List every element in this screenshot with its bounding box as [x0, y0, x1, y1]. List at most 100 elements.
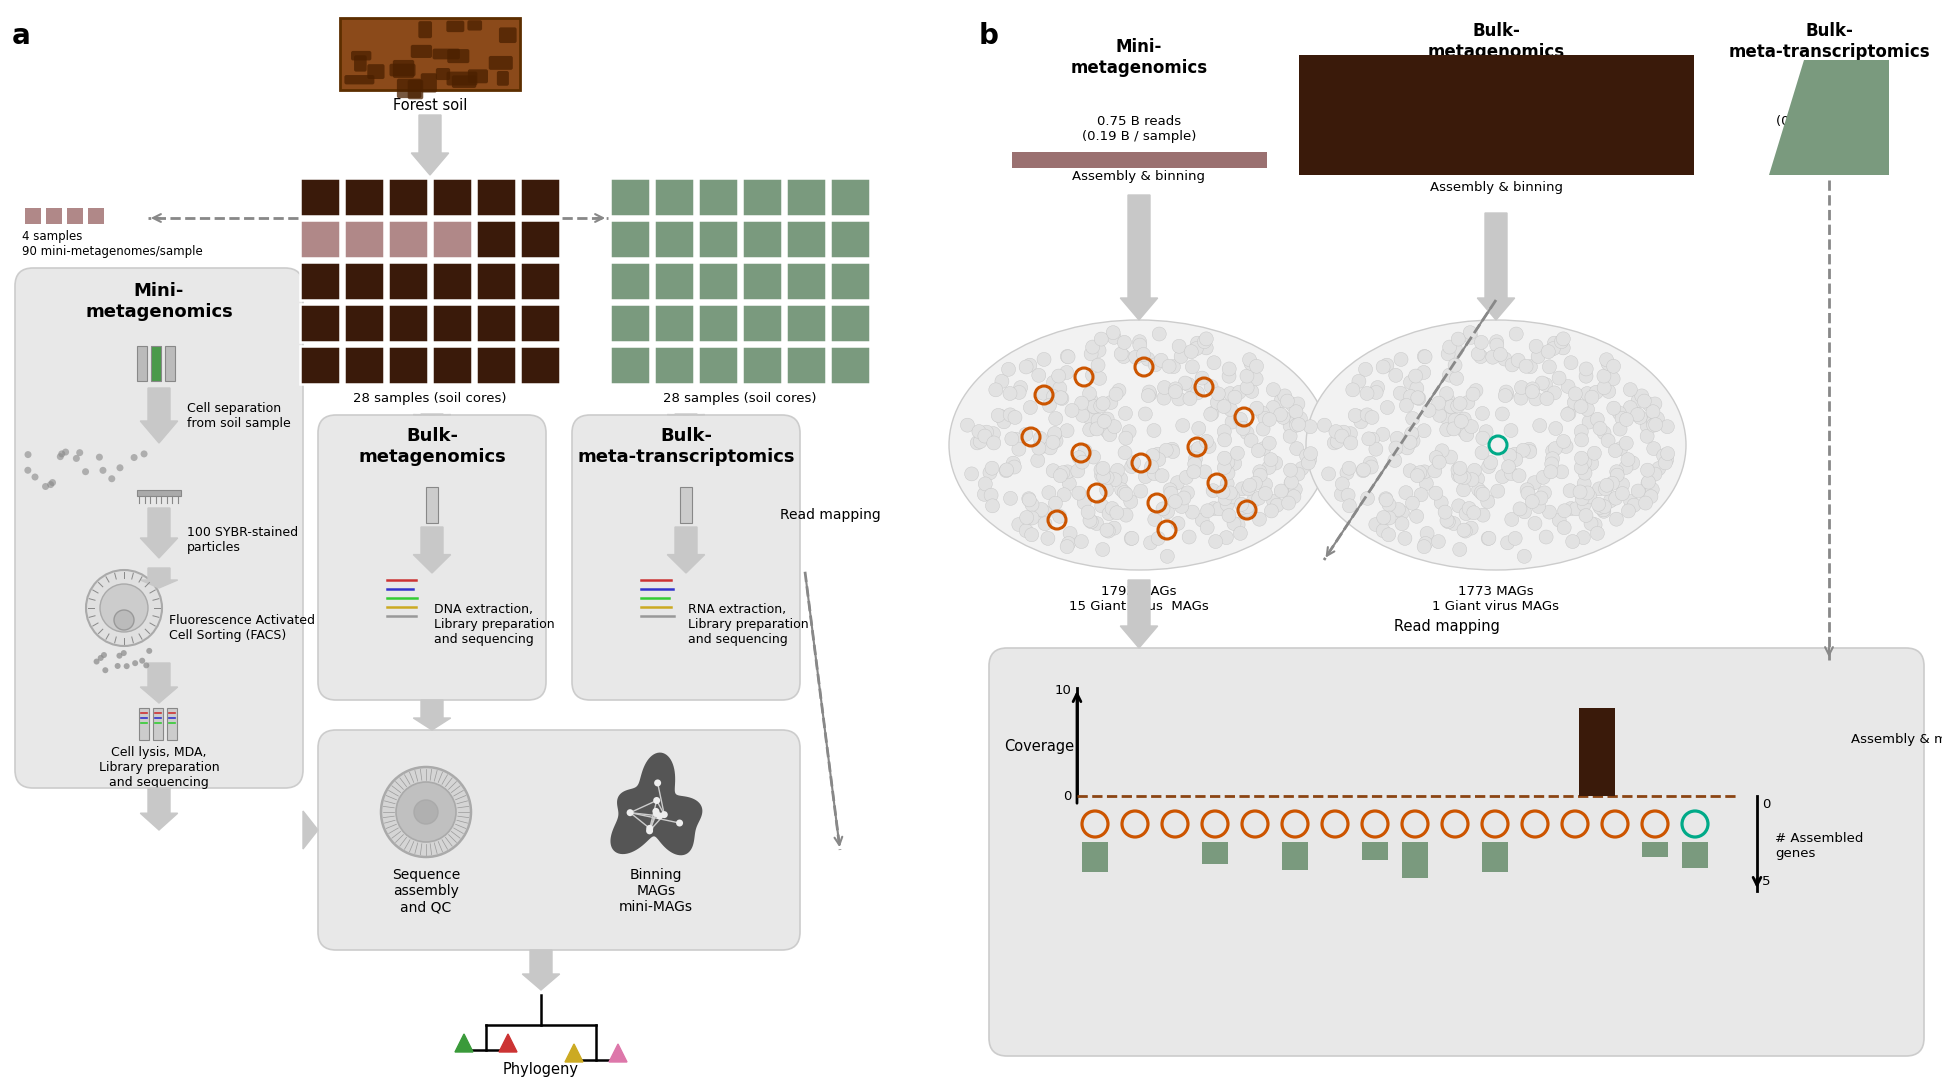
Circle shape: [1004, 408, 1018, 422]
Bar: [47, 208, 62, 224]
Circle shape: [1556, 341, 1571, 355]
Circle shape: [1078, 444, 1091, 458]
Circle shape: [1109, 505, 1124, 519]
Circle shape: [1585, 516, 1598, 530]
Circle shape: [1142, 389, 1155, 403]
Bar: [344, 303, 385, 342]
Circle shape: [1049, 434, 1062, 448]
Circle shape: [1532, 419, 1546, 432]
Circle shape: [1381, 528, 1396, 542]
Circle shape: [1649, 418, 1662, 432]
Circle shape: [994, 409, 1008, 423]
FancyArrow shape: [140, 663, 179, 703]
Circle shape: [1538, 378, 1552, 392]
Circle shape: [1406, 496, 1420, 510]
Circle shape: [1466, 387, 1480, 401]
Bar: [787, 346, 825, 384]
Circle shape: [1175, 419, 1190, 432]
FancyBboxPatch shape: [344, 75, 375, 84]
Circle shape: [1542, 360, 1556, 374]
Circle shape: [1095, 461, 1111, 475]
Circle shape: [1361, 432, 1375, 446]
Circle shape: [1435, 444, 1449, 458]
Circle shape: [1291, 418, 1305, 432]
Circle shape: [1497, 352, 1513, 366]
Circle shape: [1354, 415, 1367, 429]
Circle shape: [144, 662, 150, 669]
Circle shape: [1047, 376, 1060, 390]
Circle shape: [1204, 406, 1220, 420]
Circle shape: [1227, 516, 1241, 530]
Circle shape: [1369, 517, 1383, 531]
Circle shape: [1453, 542, 1466, 556]
Circle shape: [1519, 360, 1532, 374]
Circle shape: [1020, 360, 1033, 374]
Bar: [431, 178, 472, 216]
Circle shape: [1534, 491, 1548, 505]
Bar: [1082, 842, 1109, 872]
Circle shape: [1282, 496, 1295, 510]
FancyArrow shape: [140, 388, 179, 443]
Bar: [153, 708, 163, 740]
Circle shape: [1060, 540, 1074, 554]
Bar: [697, 178, 738, 216]
Circle shape: [1647, 418, 1660, 432]
Bar: [138, 346, 148, 381]
Text: b: b: [979, 22, 998, 50]
Circle shape: [1610, 464, 1624, 478]
Circle shape: [1546, 341, 1559, 355]
Circle shape: [1099, 471, 1115, 485]
Circle shape: [1631, 484, 1645, 498]
Circle shape: [1420, 526, 1433, 540]
Circle shape: [1288, 489, 1301, 503]
Circle shape: [1410, 381, 1423, 395]
Circle shape: [988, 382, 1002, 396]
Circle shape: [1462, 501, 1476, 515]
Circle shape: [1220, 476, 1235, 490]
Bar: [697, 346, 738, 384]
Circle shape: [1658, 456, 1672, 470]
Circle shape: [1171, 516, 1185, 530]
Circle shape: [1074, 535, 1088, 549]
Circle shape: [1375, 428, 1390, 442]
Circle shape: [1346, 382, 1359, 396]
Circle shape: [1103, 395, 1119, 409]
Circle shape: [1200, 332, 1214, 346]
Bar: [1402, 842, 1427, 878]
Circle shape: [965, 467, 979, 481]
Circle shape: [1148, 423, 1161, 437]
Circle shape: [1189, 341, 1204, 355]
Circle shape: [1647, 442, 1660, 456]
Circle shape: [1198, 464, 1212, 478]
Circle shape: [1231, 517, 1245, 531]
Circle shape: [1620, 413, 1633, 427]
Circle shape: [1317, 418, 1332, 432]
Text: Bulk-
metagenomics: Bulk- metagenomics: [357, 427, 505, 465]
Circle shape: [1078, 496, 1091, 510]
Circle shape: [396, 782, 456, 842]
Circle shape: [1140, 352, 1155, 366]
Circle shape: [1291, 397, 1305, 411]
Circle shape: [1284, 475, 1299, 489]
Circle shape: [1394, 505, 1410, 519]
Circle shape: [1651, 411, 1664, 426]
Circle shape: [1262, 436, 1276, 450]
Circle shape: [1536, 376, 1550, 390]
Circle shape: [1233, 526, 1247, 540]
Circle shape: [1053, 369, 1066, 383]
Text: Cell separation
from soil sample: Cell separation from soil sample: [186, 402, 291, 430]
Bar: [787, 262, 825, 300]
Circle shape: [1060, 464, 1074, 478]
Bar: [1643, 842, 1668, 858]
Circle shape: [1596, 369, 1612, 383]
Circle shape: [1222, 495, 1235, 509]
Bar: [520, 303, 559, 342]
Circle shape: [1091, 414, 1105, 428]
Circle shape: [1443, 340, 1456, 354]
Circle shape: [1641, 476, 1655, 490]
Text: Binning
MAGs
mini-MAGs: Binning MAGs mini-MAGs: [619, 868, 693, 915]
Circle shape: [1107, 326, 1121, 340]
Circle shape: [1076, 408, 1089, 422]
Circle shape: [1342, 461, 1356, 475]
Circle shape: [1286, 416, 1299, 430]
